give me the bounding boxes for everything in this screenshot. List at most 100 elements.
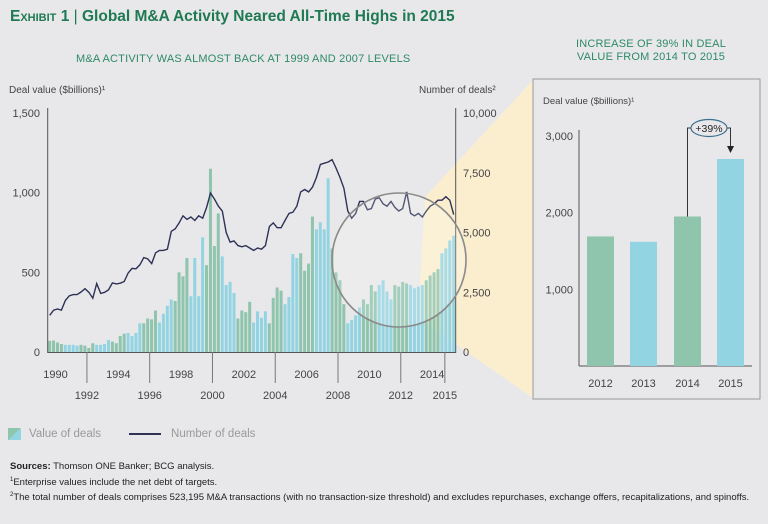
footnote-2: The total number of deals comprises 523,… <box>13 492 750 504</box>
magnifier-circle <box>331 192 467 328</box>
deal-value-bar <box>99 344 103 352</box>
deal-value-bar <box>389 299 393 352</box>
right-chart-title: INCREASE OF 39% IN DEAL VALUE FROM 2014 … <box>560 38 742 64</box>
deal-value-bar <box>365 304 369 352</box>
deal-value-bar <box>87 348 91 352</box>
deal-value-bar <box>189 296 193 352</box>
deal-value-bar <box>267 323 271 352</box>
deal-value-bar <box>95 344 99 352</box>
deal-value-bar <box>212 246 216 352</box>
deal-value-bar <box>154 310 158 352</box>
deal-value-bar <box>126 332 130 352</box>
deal-value-bar <box>283 304 287 352</box>
deal-value-bar <box>201 237 205 352</box>
left-y-tick-label: 1,000 <box>12 188 40 200</box>
deal-value-bar <box>401 281 405 352</box>
deal-value-bar <box>52 340 56 352</box>
deal-value-bar <box>279 290 283 352</box>
deal-value-bar <box>169 299 173 352</box>
deal-value-bar <box>354 315 358 352</box>
deal-value-bar <box>326 178 330 352</box>
growth-label: +39% <box>695 123 722 135</box>
deal-value-bar <box>373 291 377 352</box>
left-y-tick-label: 1,500 <box>12 108 40 120</box>
deal-value-bar <box>452 235 456 352</box>
footnote-2-mark: 2 <box>10 492 14 499</box>
number-of-deals-line <box>49 158 455 316</box>
deal-value-bar <box>369 285 373 352</box>
inset-bar <box>674 216 701 366</box>
deal-value-bar <box>381 280 385 352</box>
left-chart: 1,5001,000500010,0007,5005,0002,50001990… <box>12 108 497 402</box>
x-tick-label-bottom: 2000 <box>200 390 224 402</box>
sources-label: Sources: <box>10 461 51 472</box>
deal-value-bar <box>118 336 122 352</box>
deal-value-bar <box>385 291 389 352</box>
inset-bar <box>587 236 614 366</box>
deal-value-bar <box>271 297 275 352</box>
right-y-tick-label: 10,000 <box>463 108 497 120</box>
deal-value-bar <box>275 287 279 352</box>
growth-badge <box>690 118 728 138</box>
deal-value-bar <box>130 336 134 352</box>
inset-bar <box>717 159 744 366</box>
right-chart-title-line2: VALUE FROM 2014 TO 2015 <box>576 51 726 63</box>
deal-value-bar <box>303 270 307 352</box>
legend-swatch-value <box>8 428 21 440</box>
deal-value-bar <box>358 307 362 352</box>
deal-value-bar <box>416 286 420 352</box>
deal-value-bar <box>252 322 256 352</box>
inset-x-tick-label: 2013 <box>631 378 655 390</box>
deal-value-bar <box>259 317 263 352</box>
deal-value-bar <box>256 311 260 352</box>
right-chart: 3,000 2,000 1,000 2012 2013 2014 2015 +39% <box>532 78 761 400</box>
deal-value-bar <box>59 344 63 352</box>
exhibit-label: Exhibit 1 <box>10 8 70 25</box>
deal-value-bar <box>232 293 236 352</box>
deal-value-bar <box>322 229 326 352</box>
inset-y-axis-label: Deal value ($billions)¹ <box>543 96 635 107</box>
x-tick-label-top: 1998 <box>169 369 193 381</box>
deal-value-bar <box>161 313 165 352</box>
left-y-axis-label: Deal value ($billions)¹ <box>9 85 106 96</box>
deal-value-bar <box>310 216 314 352</box>
deal-value-bar <box>193 257 197 352</box>
deal-value-bar <box>79 344 83 352</box>
title-separator: | <box>73 8 78 25</box>
x-tick-label-bottom: 2004 <box>263 390 287 402</box>
deal-value-bar <box>330 248 334 352</box>
footnotes: Sources: Thomson ONE Banker; BCG analysi… <box>10 461 750 505</box>
deal-value-bar <box>295 257 299 352</box>
deal-value-bar <box>307 263 311 352</box>
x-tick-label-bottom: 1996 <box>137 390 161 402</box>
deal-value-bar <box>424 280 428 352</box>
deal-value-bar <box>75 345 79 352</box>
deal-value-bar <box>106 340 110 352</box>
deal-value-bar <box>220 256 224 352</box>
deal-value-bar <box>103 344 107 352</box>
deal-value-bar <box>444 248 448 352</box>
legend-label-number: Number of deals <box>171 428 256 440</box>
deal-value-bar <box>448 240 452 352</box>
deal-value-bar <box>409 285 413 352</box>
deal-value-bar <box>165 305 169 352</box>
deal-value-bar <box>83 345 87 352</box>
deal-value-bar <box>185 257 189 352</box>
inset-x-tick-label: 2015 <box>718 378 742 390</box>
deal-value-bar <box>157 322 161 352</box>
inset-x-tick-label: 2012 <box>588 378 612 390</box>
right-y-tick-label: 5,000 <box>463 228 491 240</box>
title-text: Global M&A Activity Neared All-Time High… <box>81 8 455 25</box>
right-y-tick-label: 2,500 <box>463 287 491 299</box>
legend-swatch-line <box>129 433 162 435</box>
deal-value-bar <box>263 311 267 352</box>
deal-value-bar <box>205 265 209 352</box>
deal-value-bar <box>420 285 424 352</box>
deal-value-bar <box>342 304 346 352</box>
deal-value-bar <box>228 281 232 352</box>
deal-value-bar <box>197 296 201 352</box>
right-chart-title-line1: INCREASE OF 39% IN DEAL <box>575 38 727 50</box>
right-y-tick-label: 0 <box>463 347 469 359</box>
